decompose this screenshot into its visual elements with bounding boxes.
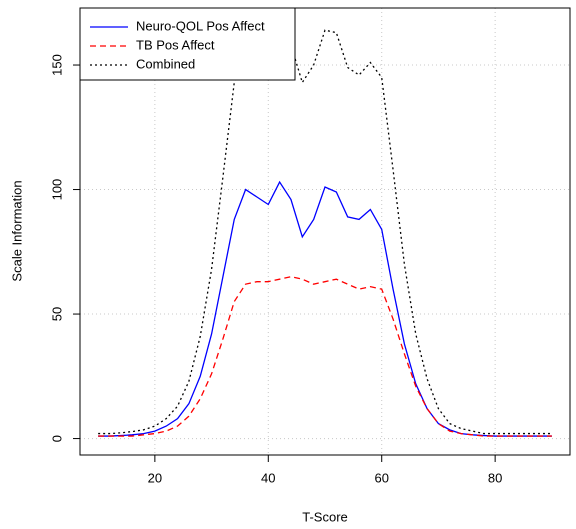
x-tick-label: 20 bbox=[148, 470, 162, 485]
series-line bbox=[98, 276, 552, 437]
series-line bbox=[98, 29, 552, 435]
legend-label: Combined bbox=[136, 56, 195, 71]
y-tick-label: 150 bbox=[49, 54, 64, 76]
x-tick-label: 60 bbox=[374, 470, 388, 485]
legend-box bbox=[79, 7, 296, 81]
x-tick-label: 80 bbox=[488, 470, 502, 485]
x-axis-label: T-Score bbox=[302, 509, 348, 524]
y-tick-label: 100 bbox=[49, 179, 64, 201]
legend-label: TB Pos Affect bbox=[136, 37, 215, 52]
y-axis-label: Scale Information bbox=[9, 180, 24, 281]
x-tick-label: 40 bbox=[261, 470, 275, 485]
plot-frame bbox=[79, 7, 571, 456]
y-tick-label: 50 bbox=[49, 307, 64, 321]
series-line bbox=[98, 180, 552, 437]
legend-label: Neuro-QOL Pos Affect bbox=[136, 18, 265, 33]
y-tick-label: 0 bbox=[49, 435, 64, 442]
